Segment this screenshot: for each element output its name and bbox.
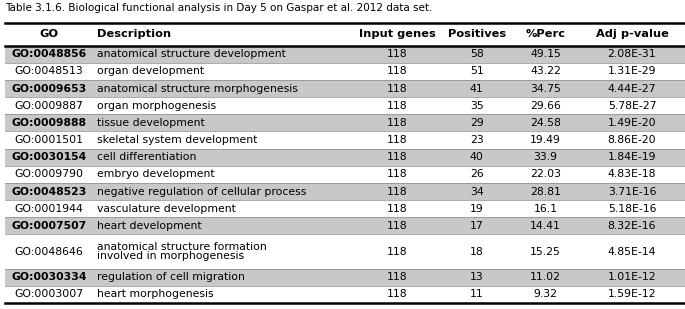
Text: 43.22: 43.22 (530, 66, 561, 76)
Text: 15.25: 15.25 (530, 247, 561, 256)
Text: 118: 118 (387, 66, 408, 76)
Text: 8.32E-16: 8.32E-16 (608, 221, 656, 231)
Text: 34.75: 34.75 (530, 84, 561, 94)
Text: 1.59E-12: 1.59E-12 (608, 290, 656, 299)
Text: 49.15: 49.15 (530, 49, 561, 59)
Text: 9.32: 9.32 (534, 290, 558, 299)
Text: GO:0009887: GO:0009887 (14, 101, 84, 111)
Text: 118: 118 (387, 101, 408, 111)
Text: 118: 118 (387, 272, 408, 282)
Text: GO:0048513: GO:0048513 (14, 66, 84, 76)
Text: 5.78E-27: 5.78E-27 (608, 101, 656, 111)
Text: anatomical structure formation: anatomical structure formation (97, 242, 266, 252)
Text: 19.49: 19.49 (530, 135, 561, 145)
Text: 51: 51 (470, 66, 484, 76)
Text: 1.01E-12: 1.01E-12 (608, 272, 656, 282)
Text: 4.44E-27: 4.44E-27 (608, 84, 656, 94)
Text: 4.83E-18: 4.83E-18 (608, 169, 656, 179)
Text: 118: 118 (387, 49, 408, 59)
Text: 118: 118 (387, 187, 408, 197)
Text: GO:0009653: GO:0009653 (12, 84, 86, 94)
Text: 40: 40 (470, 152, 484, 162)
Text: organ morphogenesis: organ morphogenesis (97, 101, 216, 111)
Text: 1.31E-29: 1.31E-29 (608, 66, 656, 76)
Text: regulation of cell migration: regulation of cell migration (97, 272, 245, 282)
Text: 18: 18 (470, 247, 484, 256)
Text: heart morphogenesis: heart morphogenesis (97, 290, 213, 299)
Text: Table 3.1.6. Biological functional analysis in Day 5 on Gaspar et al. 2012 data : Table 3.1.6. Biological functional analy… (5, 3, 433, 13)
Text: 11: 11 (470, 290, 484, 299)
Text: 28.81: 28.81 (530, 187, 561, 197)
Text: 16.1: 16.1 (534, 204, 558, 214)
Text: 41: 41 (470, 84, 484, 94)
Text: 11.02: 11.02 (530, 272, 561, 282)
Text: GO:0001944: GO:0001944 (14, 204, 84, 214)
Text: 3.71E-16: 3.71E-16 (608, 187, 656, 197)
Text: 118: 118 (387, 118, 408, 128)
Text: 118: 118 (387, 169, 408, 179)
Text: 29.66: 29.66 (530, 101, 561, 111)
Text: 14.41: 14.41 (530, 221, 561, 231)
Text: 34: 34 (470, 187, 484, 197)
Text: 22.03: 22.03 (530, 169, 561, 179)
Text: Adj p-value: Adj p-value (595, 29, 669, 40)
Text: negative regulation of cellular process: negative regulation of cellular process (97, 187, 306, 197)
Text: Description: Description (97, 29, 171, 40)
Text: 118: 118 (387, 290, 408, 299)
Text: GO:0048523: GO:0048523 (11, 187, 87, 197)
Text: GO:0009888: GO:0009888 (12, 118, 86, 128)
Text: 13: 13 (470, 272, 484, 282)
Text: 17: 17 (470, 221, 484, 231)
Text: 2.08E-31: 2.08E-31 (608, 49, 656, 59)
Text: 24.58: 24.58 (530, 118, 561, 128)
Text: Positives: Positives (448, 29, 506, 40)
Text: 33.9: 33.9 (534, 152, 558, 162)
Text: cell differentiation: cell differentiation (97, 152, 196, 162)
Text: 118: 118 (387, 204, 408, 214)
Text: embryo development: embryo development (97, 169, 214, 179)
Text: GO:0001501: GO:0001501 (14, 135, 84, 145)
Text: 118: 118 (387, 221, 408, 231)
Text: anatomical structure morphogenesis: anatomical structure morphogenesis (97, 84, 297, 94)
Text: 26: 26 (470, 169, 484, 179)
Text: GO:0048856: GO:0048856 (12, 49, 86, 59)
Text: 118: 118 (387, 135, 408, 145)
Text: 35: 35 (470, 101, 484, 111)
Text: GO: GO (40, 29, 58, 40)
Text: 118: 118 (387, 152, 408, 162)
Text: 19: 19 (470, 204, 484, 214)
Text: 29: 29 (470, 118, 484, 128)
Text: GO:0009790: GO:0009790 (14, 169, 84, 179)
Text: vasculature development: vasculature development (97, 204, 236, 214)
Text: GO:0007507: GO:0007507 (12, 221, 86, 231)
Text: 23: 23 (470, 135, 484, 145)
Text: %Perc: %Perc (525, 29, 566, 40)
Text: GO:0030154: GO:0030154 (12, 152, 86, 162)
Text: 118: 118 (387, 84, 408, 94)
Text: GO:0048646: GO:0048646 (14, 247, 84, 256)
Text: Input genes: Input genes (359, 29, 436, 40)
Text: 8.86E-20: 8.86E-20 (608, 135, 656, 145)
Text: 4.85E-14: 4.85E-14 (608, 247, 656, 256)
Text: involved in morphogenesis: involved in morphogenesis (97, 251, 244, 261)
Text: 1.84E-19: 1.84E-19 (608, 152, 656, 162)
Text: anatomical structure development: anatomical structure development (97, 49, 286, 59)
Text: GO:0030334: GO:0030334 (11, 272, 87, 282)
Text: skeletal system development: skeletal system development (97, 135, 257, 145)
Text: heart development: heart development (97, 221, 201, 231)
Text: 118: 118 (387, 247, 408, 256)
Text: organ development: organ development (97, 66, 203, 76)
Text: GO:0003007: GO:0003007 (14, 290, 84, 299)
Text: 58: 58 (470, 49, 484, 59)
Text: 5.18E-16: 5.18E-16 (608, 204, 656, 214)
Text: 1.49E-20: 1.49E-20 (608, 118, 656, 128)
Text: tissue development: tissue development (97, 118, 204, 128)
